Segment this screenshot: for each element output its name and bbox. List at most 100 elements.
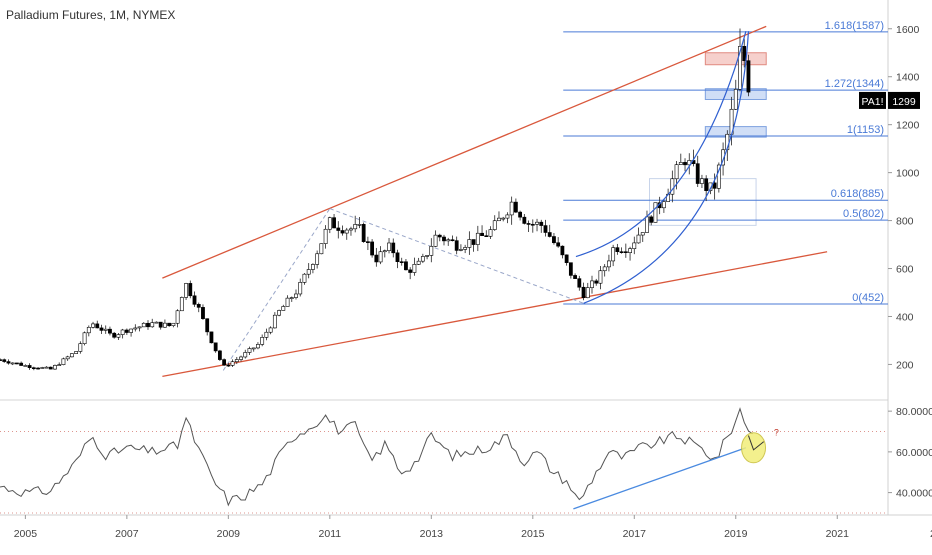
candle-body [137, 326, 142, 329]
fib-labels: 1.618(1587) 1.272(1344) 1(1153) 0.618(885) 0… [825, 20, 884, 304]
candle-body [340, 230, 345, 234]
candle-body [201, 307, 205, 319]
candle-body [716, 164, 721, 189]
candle-body [302, 273, 307, 283]
channel-lines [162, 25, 828, 378]
candle-body [552, 236, 556, 244]
candle-body [268, 327, 273, 333]
candle-body [674, 164, 679, 180]
candle-body [247, 348, 252, 353]
candle-body [628, 248, 632, 253]
candle-body [239, 356, 243, 360]
zone-resistance-0 [704, 52, 767, 66]
candle-body [450, 239, 455, 242]
candle-body [420, 256, 425, 262]
candle-body [260, 337, 265, 345]
dashed-line-1 [329, 208, 584, 304]
chart-title: Palladium Futures, 1M, NYMEX [6, 8, 176, 22]
candle-body [294, 293, 298, 298]
candle-body [433, 234, 438, 247]
price-grid [0, 0, 932, 516]
fib-label-0: 1.618(1587) [825, 20, 884, 32]
candle-body [82, 332, 87, 344]
price-tick-label-7: 1600 [896, 24, 920, 36]
candle-body [289, 297, 294, 299]
rsi-highlight-arrow [747, 435, 764, 451]
candle-body [277, 310, 281, 316]
candle-body [357, 224, 362, 226]
candle-body [480, 232, 484, 236]
candle-body [217, 350, 222, 360]
candle-body [10, 362, 15, 365]
rsi-line [0, 407, 753, 507]
candle-body [492, 220, 497, 230]
candle-body [446, 239, 451, 242]
candle-body [412, 264, 417, 273]
candle-body [615, 247, 620, 252]
candle-body [404, 261, 408, 271]
candle-body [425, 255, 429, 257]
fib-label-2: 1(1153) [847, 124, 884, 136]
price-tick-label-1: 400 [896, 311, 914, 323]
candle-body [6, 361, 11, 364]
candle-body [678, 162, 683, 165]
price-badge-value-box [888, 91, 920, 109]
candle-body [395, 252, 400, 262]
candle-body [645, 216, 649, 233]
candle-body [226, 364, 231, 367]
price-tick-label-2: 600 [896, 264, 914, 276]
time-tick-label-9: 202 [930, 528, 932, 540]
price-tick-label-6: 1400 [896, 72, 920, 84]
candle-body [158, 321, 163, 328]
candle-body [40, 367, 45, 369]
candle-body [636, 234, 641, 244]
candle-body [611, 247, 616, 262]
candle-body [568, 262, 573, 276]
channel-upper-line [162, 25, 767, 279]
candle-body [619, 251, 624, 253]
rsi-pane: ? [0, 407, 888, 514]
candle-body [332, 217, 336, 229]
candle-body [209, 331, 214, 344]
candle-body [408, 269, 413, 273]
candle-body [264, 331, 269, 338]
time-tick-label-3: 2011 [319, 528, 342, 540]
candle-body [518, 211, 523, 218]
candle-body [86, 326, 91, 334]
candle-body [700, 178, 704, 184]
candle-body [530, 223, 535, 226]
candle-body [640, 232, 645, 236]
candle-body [365, 241, 370, 243]
candle-body [285, 297, 290, 307]
candle-body [15, 362, 19, 365]
zone-support-2 [704, 126, 767, 138]
time-tick-label-7: 2019 [724, 528, 748, 540]
time-tick-label-0: 2005 [14, 528, 38, 540]
price-tick-label-4: 1000 [896, 168, 920, 180]
candle-body [272, 314, 277, 329]
candle-body [543, 225, 548, 233]
candle-body [437, 234, 442, 238]
candle-body [251, 347, 256, 350]
candle-body [353, 224, 358, 230]
axes: 200 400 600 800 1000 1200 1400 1600 40.0000 60.00… [14, 24, 932, 540]
candle-body [112, 332, 117, 338]
candle-body [141, 322, 146, 328]
candle-body [442, 236, 446, 242]
arc-lines [575, 31, 750, 304]
candle-body [416, 260, 421, 265]
candle-body [116, 334, 121, 338]
rsi-tick-label-1: 60.0000 [896, 447, 932, 459]
candle-body [649, 216, 654, 223]
time-tick-label-8: 2021 [826, 528, 850, 540]
candle-body [179, 297, 184, 312]
candle-body [556, 242, 561, 247]
candle-body [374, 254, 379, 263]
time-tick-label-1: 2007 [115, 528, 139, 540]
candle-body [23, 365, 28, 367]
candle-body [311, 264, 315, 270]
candle-body [146, 322, 150, 328]
candle-body [344, 229, 349, 234]
